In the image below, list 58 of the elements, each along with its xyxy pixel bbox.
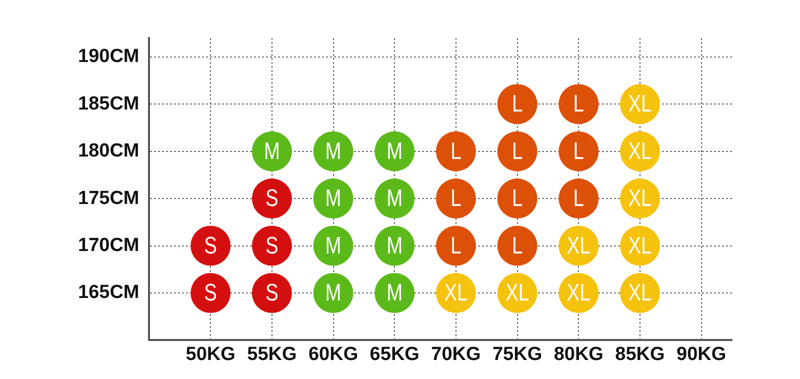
text: L bbox=[573, 184, 584, 212]
text: S bbox=[266, 184, 278, 212]
text: M bbox=[325, 278, 342, 306]
point bbox=[558, 84, 599, 124]
y-tick-label: 175CM bbox=[78, 188, 140, 209]
x-tick-label: 85KG bbox=[615, 344, 665, 365]
text: M bbox=[325, 136, 342, 164]
text: L bbox=[450, 136, 462, 164]
series-label: M bbox=[325, 184, 342, 212]
text: M bbox=[386, 184, 403, 212]
text: XL bbox=[444, 278, 468, 306]
text: XL bbox=[628, 136, 652, 164]
text: S bbox=[266, 278, 278, 306]
x-tick-label: 65KG bbox=[370, 344, 420, 365]
text: XL bbox=[566, 231, 590, 259]
text: L bbox=[512, 231, 523, 259]
point bbox=[497, 131, 538, 172]
text: M bbox=[325, 231, 342, 259]
text: M bbox=[386, 231, 403, 259]
point bbox=[436, 131, 476, 172]
point bbox=[558, 131, 599, 172]
text: XL bbox=[566, 278, 590, 306]
text: L bbox=[573, 136, 584, 164]
text: L bbox=[450, 184, 462, 212]
text: L bbox=[512, 136, 523, 164]
series-label: L bbox=[573, 90, 584, 118]
x-tick-label: 90KG bbox=[676, 344, 726, 365]
x-tick-label: 55KG bbox=[247, 344, 297, 365]
point bbox=[497, 84, 538, 124]
point bbox=[436, 226, 476, 266]
point bbox=[558, 178, 599, 219]
point bbox=[436, 178, 476, 219]
x-tick-label: 75KG bbox=[492, 344, 542, 365]
text: M bbox=[264, 136, 280, 164]
y-tick-label: 170CM bbox=[78, 234, 140, 256]
series-label: XL bbox=[628, 184, 652, 212]
text: M bbox=[386, 278, 403, 306]
y-tick-label: 190CM bbox=[78, 46, 140, 68]
x-tick-label: 50KG bbox=[186, 344, 236, 365]
text: L bbox=[512, 184, 523, 212]
text: S bbox=[204, 231, 217, 259]
series-label: S bbox=[204, 278, 217, 306]
text: L bbox=[450, 231, 462, 259]
point bbox=[497, 178, 538, 219]
y-tick-label: 165CM bbox=[78, 282, 140, 304]
y-tick-label: 180CM bbox=[78, 140, 140, 162]
y-tick-label: 185CM bbox=[78, 93, 140, 114]
point bbox=[497, 226, 538, 266]
text: XL bbox=[628, 278, 652, 306]
text: XL bbox=[506, 278, 530, 306]
x-tick-label: 80KG bbox=[554, 344, 604, 365]
text: M bbox=[386, 136, 403, 164]
text: S bbox=[266, 231, 278, 259]
x-tick-label: 60KG bbox=[308, 344, 358, 365]
text: L bbox=[512, 90, 523, 118]
x-tick-label: 70KG bbox=[431, 344, 481, 365]
text: XL bbox=[628, 231, 652, 259]
text: XL bbox=[628, 90, 652, 118]
